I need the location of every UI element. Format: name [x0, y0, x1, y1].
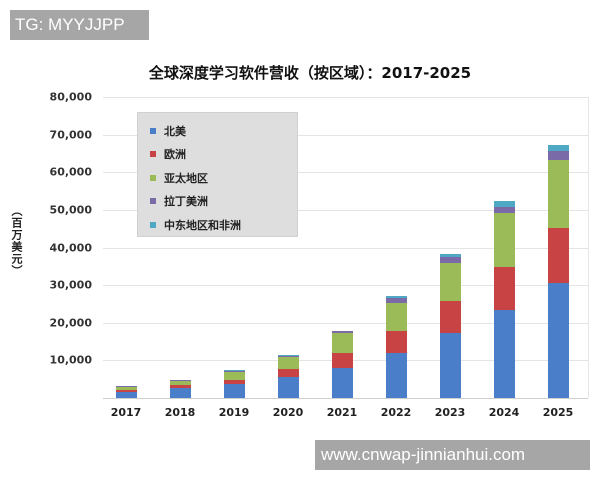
legend-item: 亚太地区	[150, 166, 297, 190]
bar-segment	[493, 309, 515, 398]
bar-segment	[277, 355, 299, 357]
bar-segment	[385, 298, 407, 303]
legend-label: 拉丁美洲	[164, 195, 208, 209]
legend-item: 欧洲	[150, 143, 297, 167]
x-tick-label: 2019	[218, 406, 250, 419]
legend-label: 欧洲	[164, 148, 186, 162]
bar-2020	[277, 355, 299, 398]
bar-segment	[115, 391, 137, 398]
legend: 北美欧洲亚太地区拉丁美洲中东地区和非洲	[137, 112, 298, 237]
legend-swatch-icon	[150, 174, 156, 181]
legend-item: 北美	[150, 119, 297, 143]
bar-segment	[115, 385, 137, 388]
legend-label: 中东地区和非洲	[164, 218, 241, 232]
legend-swatch-icon	[150, 221, 156, 228]
watermark-bottom: www.cnwap-jinnianhui.com	[315, 440, 590, 470]
bar-segment	[331, 332, 353, 353]
bar-segment	[385, 330, 407, 353]
bar-2018	[169, 379, 191, 398]
bar-segment	[493, 200, 515, 207]
bar-segment	[547, 160, 569, 229]
bar-segment	[439, 256, 461, 263]
legend-swatch-icon	[150, 198, 156, 205]
legend-swatch-icon	[150, 127, 156, 134]
bar-segment	[169, 381, 191, 386]
bar-segment	[493, 206, 515, 213]
y-tick-label: 50,000	[49, 203, 92, 217]
y-tick-label: 80,000	[49, 90, 92, 104]
bar-segment	[547, 283, 569, 398]
chart-title: 全球深度学习软件营收（按区域）：2017-2025	[148, 64, 472, 82]
bar-segment	[439, 332, 461, 398]
bar-segment	[547, 228, 569, 284]
y-tick-label: 70,000	[49, 128, 92, 142]
x-tick-label: 2025	[542, 406, 574, 419]
x-tick-label: 2021	[326, 406, 358, 419]
x-tick-label: 2023	[434, 406, 466, 419]
bar-segment	[277, 368, 299, 378]
bar-segment	[493, 212, 515, 268]
bar-segment	[169, 380, 191, 382]
bar-segment	[385, 352, 407, 398]
legend-item: 中东地区和非洲	[150, 213, 297, 237]
y-tick-label: 10,000	[49, 353, 92, 367]
bar-segment	[277, 356, 299, 369]
x-axis-line	[103, 398, 588, 399]
gridline	[103, 97, 588, 98]
bar-2024	[493, 200, 515, 398]
gridline	[103, 285, 588, 287]
bar-segment	[547, 145, 569, 152]
bar-segment	[331, 330, 353, 332]
bar-segment	[331, 367, 353, 398]
gridline	[103, 322, 588, 324]
y-tick-label: 60,000	[49, 165, 92, 179]
y-tick-label: 40,000	[49, 241, 92, 254]
bar-segment	[439, 253, 461, 257]
x-tick-label: 2022	[380, 406, 412, 419]
bar-segment	[115, 390, 137, 392]
legend-label: 亚太地区	[164, 171, 208, 185]
watermark-top: TG: MYYJJPP	[10, 10, 149, 40]
gridline	[103, 134, 588, 136]
legend-swatch-icon	[150, 151, 156, 158]
bar-segment	[169, 388, 191, 398]
y-tick-label: 20,000	[49, 316, 92, 330]
bar-segment	[547, 151, 569, 161]
bar-segment	[331, 352, 353, 368]
x-tick-label: 2020	[272, 406, 304, 419]
bar-2023	[439, 253, 461, 398]
y-tick-label: 30,000	[49, 278, 92, 292]
bar-segment	[439, 262, 461, 301]
legend-label: 北美	[164, 124, 186, 138]
gridline	[103, 247, 588, 249]
bar-2017	[115, 385, 137, 398]
y-axis-title: （百万美元）	[10, 205, 23, 277]
bar-segment	[169, 385, 191, 389]
bar-segment	[331, 331, 353, 333]
plot-area	[103, 97, 589, 399]
gridline	[103, 209, 588, 211]
x-tick-label: 2018	[164, 406, 196, 419]
bar-segment	[385, 296, 407, 299]
legend-item: 拉丁美洲	[150, 190, 297, 214]
x-tick-label: 2024	[488, 406, 520, 419]
bar-segment	[439, 300, 461, 333]
bar-segment	[223, 370, 245, 372]
bar-segment	[385, 302, 407, 331]
bar-segment	[115, 387, 137, 391]
bar-segment	[223, 371, 245, 380]
bar-segment	[277, 377, 299, 398]
bar-2019	[223, 370, 245, 398]
bar-segment	[223, 379, 245, 385]
bar-2022	[385, 296, 407, 398]
bar-2021	[331, 330, 353, 398]
bar-segment	[493, 267, 515, 310]
gridline	[103, 172, 588, 174]
bar-segment	[223, 384, 245, 398]
x-tick-label: 2017	[110, 406, 142, 419]
bar-2025	[547, 145, 569, 398]
